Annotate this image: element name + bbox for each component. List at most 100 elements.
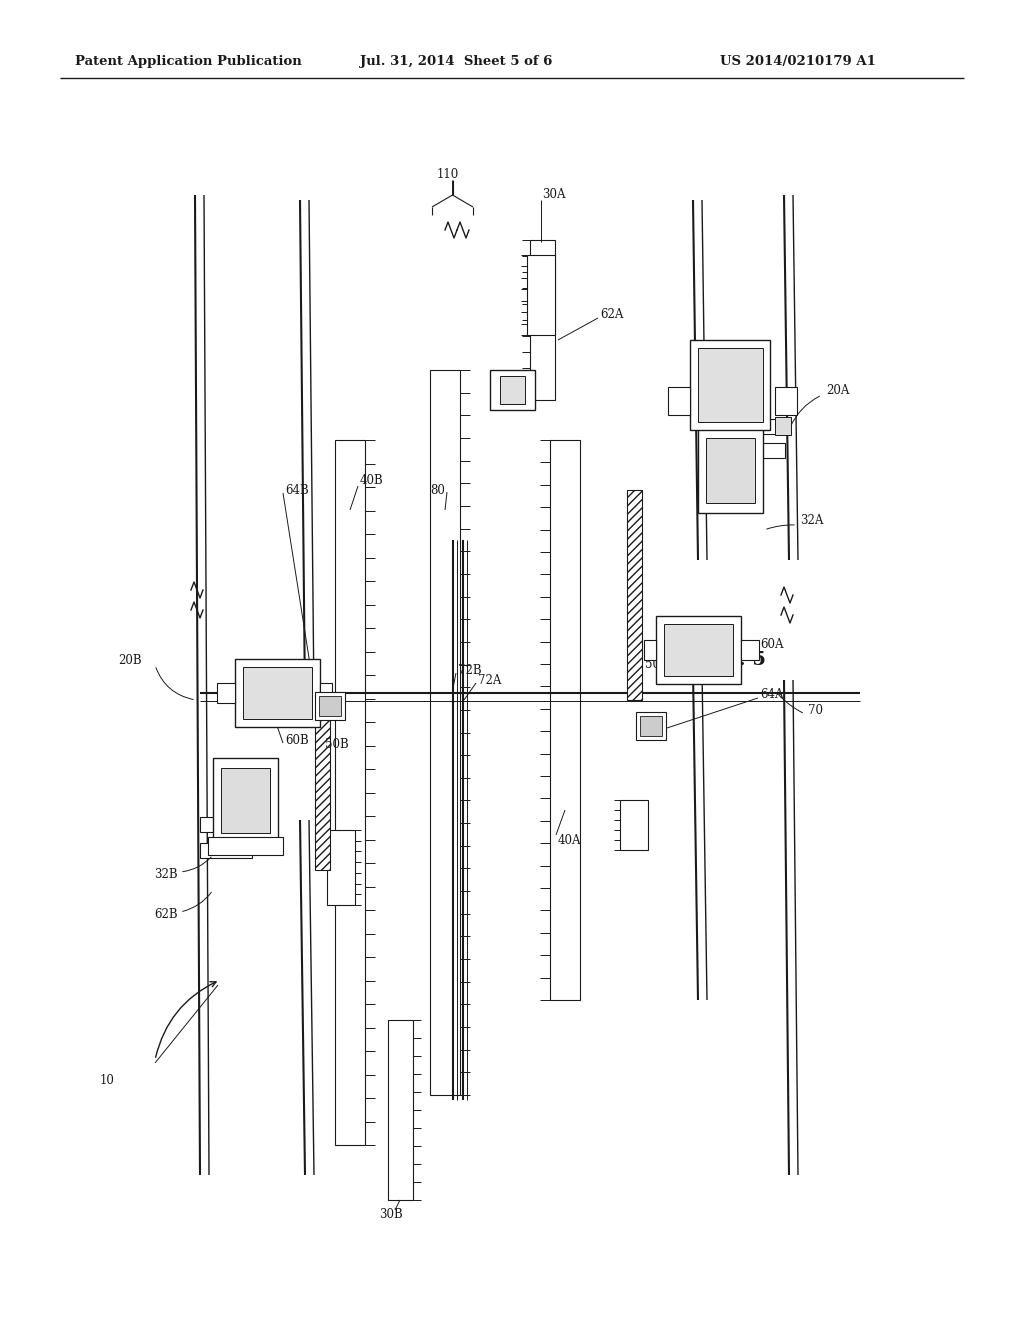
Bar — [335, 770, 365, 792]
Bar — [697, 428, 763, 512]
Bar — [335, 1098, 365, 1122]
Bar — [315, 690, 330, 870]
Bar — [527, 277, 555, 289]
Bar — [550, 754, 580, 776]
Text: Patent Application Publication: Patent Application Publication — [75, 55, 302, 69]
Bar — [216, 682, 234, 704]
Bar — [208, 837, 283, 854]
Bar — [550, 843, 580, 866]
Bar — [550, 978, 580, 1001]
Bar — [698, 348, 763, 422]
Bar — [430, 1049, 460, 1072]
Bar — [620, 800, 648, 850]
Bar — [490, 370, 535, 411]
Bar — [530, 368, 555, 384]
Text: 62B: 62B — [155, 908, 178, 921]
Bar — [550, 619, 580, 642]
Bar — [430, 1005, 460, 1027]
Bar — [690, 341, 770, 430]
Text: 72B: 72B — [458, 664, 481, 676]
Text: 64A: 64A — [760, 689, 783, 701]
Bar — [243, 667, 311, 719]
Text: 20A: 20A — [826, 384, 849, 396]
Bar — [530, 240, 555, 400]
Bar — [335, 957, 365, 981]
Bar — [527, 255, 555, 267]
Bar — [213, 758, 278, 842]
Bar — [550, 933, 580, 956]
Bar — [315, 692, 345, 719]
Text: 72A: 72A — [478, 673, 502, 686]
Bar — [430, 688, 460, 710]
Bar — [730, 444, 785, 458]
Bar — [643, 640, 655, 660]
Bar — [530, 304, 555, 319]
Bar — [335, 1005, 365, 1027]
Bar — [740, 640, 759, 660]
Bar — [500, 376, 525, 404]
Bar — [388, 1129, 413, 1146]
Text: 40A: 40A — [558, 833, 582, 846]
Text: 70: 70 — [808, 704, 823, 717]
Bar — [530, 240, 555, 256]
Text: 50B: 50B — [325, 738, 349, 751]
Bar — [527, 301, 555, 312]
Text: 62A: 62A — [600, 309, 624, 322]
Bar — [550, 888, 580, 911]
Bar — [530, 272, 555, 288]
Bar — [335, 909, 365, 933]
Text: 32A: 32A — [800, 513, 823, 527]
Bar — [335, 722, 365, 746]
Bar — [430, 597, 460, 619]
Bar — [530, 337, 555, 352]
Text: 30B: 30B — [379, 1209, 402, 1221]
Bar — [706, 437, 755, 503]
Bar — [430, 960, 460, 982]
Bar — [640, 715, 662, 737]
Bar — [730, 418, 785, 434]
Text: 50A: 50A — [645, 659, 669, 672]
Bar — [550, 484, 580, 507]
Bar — [319, 682, 332, 704]
Bar — [664, 624, 732, 676]
Bar — [620, 800, 648, 810]
Bar — [234, 659, 319, 727]
Bar — [335, 440, 365, 1144]
Bar — [220, 767, 269, 833]
Bar — [620, 840, 648, 850]
Bar — [327, 830, 355, 841]
Bar — [335, 581, 365, 605]
Bar — [550, 440, 580, 462]
Bar — [430, 370, 460, 1096]
Bar — [388, 1020, 413, 1038]
Text: 10: 10 — [100, 1073, 115, 1086]
Text: 60B: 60B — [285, 734, 309, 747]
Bar — [430, 461, 460, 483]
Bar — [550, 799, 580, 821]
Bar — [655, 616, 740, 684]
Bar — [430, 552, 460, 574]
Bar — [335, 863, 365, 887]
Bar — [430, 506, 460, 528]
Text: 80: 80 — [430, 483, 445, 496]
Text: US 2014/0210179 A1: US 2014/0210179 A1 — [720, 55, 876, 69]
Bar — [335, 535, 365, 557]
Bar — [775, 417, 791, 436]
Text: 110: 110 — [437, 169, 459, 181]
Text: 60A: 60A — [760, 639, 783, 652]
Bar — [327, 830, 355, 906]
Bar — [430, 824, 460, 846]
Bar — [692, 397, 768, 416]
Bar — [327, 851, 355, 862]
Text: 30A: 30A — [542, 189, 565, 202]
Bar — [335, 1051, 365, 1074]
Bar — [335, 440, 365, 463]
Bar — [627, 490, 642, 700]
Bar — [388, 1020, 413, 1200]
Bar — [620, 820, 648, 830]
Bar — [636, 711, 666, 741]
Bar — [335, 628, 365, 652]
Text: 20B: 20B — [118, 653, 141, 667]
Bar — [200, 843, 252, 858]
Bar — [668, 387, 690, 414]
